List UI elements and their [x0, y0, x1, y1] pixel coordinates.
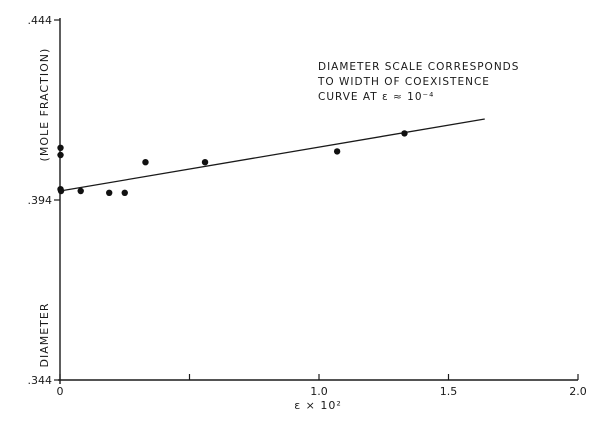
x-tick-label: 0 [57, 385, 64, 398]
y-tick-label: .344 [28, 374, 53, 387]
data-point [333, 148, 341, 155]
annotation-line: TO WIDTH OF COEXISTENCE [317, 76, 490, 88]
axes [58, 18, 578, 384]
data-point [57, 144, 64, 151]
annotation-line: DIAMETER SCALE CORRESPONDS [318, 61, 519, 73]
data-point [121, 189, 128, 196]
y-tick-label: .394 [28, 194, 53, 207]
data-point [201, 159, 209, 166]
data-points [57, 130, 408, 196]
data-point [57, 151, 64, 159]
y-axis-label-mole-fraction: (MOLE FRACTION) [38, 48, 51, 162]
x-tick-label: 1.0 [310, 385, 328, 398]
x-tick-label: 1.5 [440, 385, 458, 398]
data-point [142, 159, 149, 166]
data-point [401, 130, 408, 137]
data-point [106, 189, 113, 196]
fit-line [59, 118, 485, 192]
ticks: .444 .394 .344 0 1.0 1.5 2.0 [28, 14, 587, 398]
x-axis-label: ε × 10² [294, 399, 342, 412]
data-point [57, 187, 65, 195]
y-axis-label-diameter: DIAMETER [38, 303, 51, 368]
annotation-note: DIAMETER SCALE CORRESPONDS TO WIDTH OF C… [317, 61, 519, 103]
y-tick-label: .444 [28, 14, 53, 27]
annotation-line: CURVE AT ε ≈ 10⁻⁴ [318, 91, 434, 103]
x-tick-label: 2.0 [569, 385, 587, 398]
data-point [77, 187, 84, 195]
